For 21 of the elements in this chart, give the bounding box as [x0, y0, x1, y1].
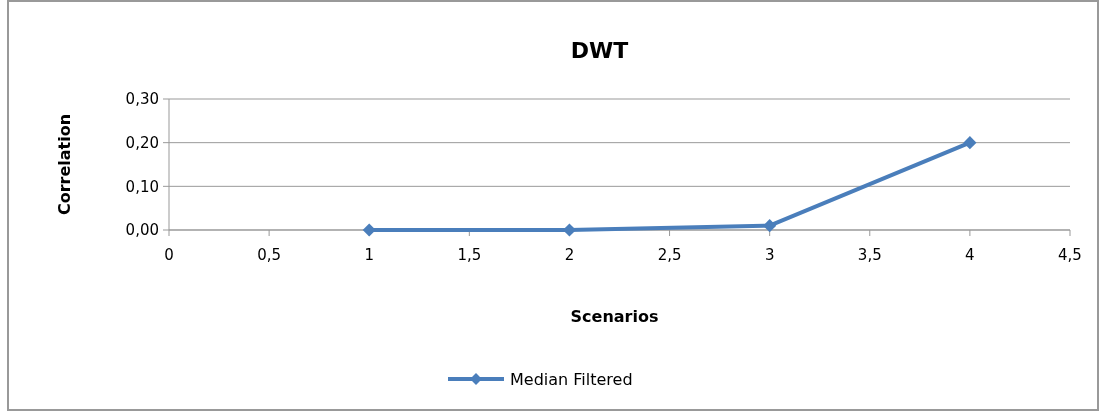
- x-tick-label: 4: [965, 246, 975, 264]
- x-tick-label: 1: [364, 246, 374, 264]
- y-tick-label: 0,00: [125, 221, 159, 240]
- point: [963, 136, 977, 150]
- x-tick-label: 3: [764, 246, 775, 264]
- y-axis-title: Correlation: [55, 113, 74, 216]
- y-tick-label: 0,20: [125, 133, 159, 152]
- x-tick-label: 0: [164, 246, 174, 264]
- x-tick-label: 0,5: [257, 246, 282, 264]
- x-tick-label: 3,5: [857, 246, 882, 264]
- point: [362, 223, 376, 237]
- point: [763, 219, 777, 233]
- x-tick-label: 4,5: [1058, 246, 1082, 264]
- x-axis-title: Scenarios: [570, 307, 659, 326]
- x-tick-label: 2: [564, 246, 575, 264]
- y-tick-label: 0,10: [125, 177, 159, 196]
- chart-title: DWT: [570, 38, 629, 63]
- y-tick-label: 0,30: [125, 90, 159, 109]
- x-tick-label: 1,5: [457, 246, 482, 264]
- x-tick-label: 2,5: [657, 246, 682, 264]
- legend-label: Median Filtered: [510, 369, 633, 389]
